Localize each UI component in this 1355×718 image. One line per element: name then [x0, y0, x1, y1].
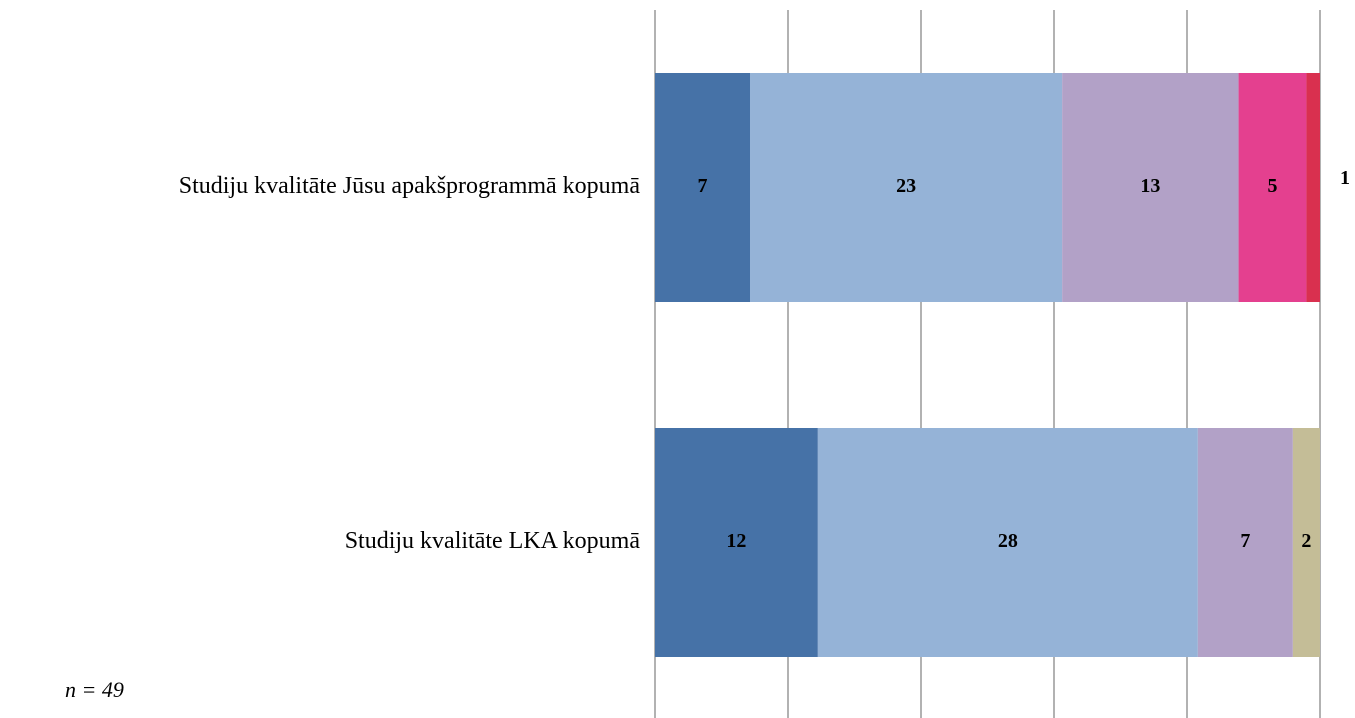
bar-segment	[1062, 73, 1239, 302]
value-label: 12	[726, 530, 746, 552]
value-label: 28	[998, 530, 1018, 552]
bar-segment	[655, 73, 750, 302]
category-label: Studiju kvalitāte LKA kopumā	[345, 528, 641, 554]
bar-segment	[1306, 73, 1320, 302]
bar-segment	[1292, 428, 1320, 657]
value-label: 5	[1268, 175, 1278, 197]
value-label: 7	[698, 175, 708, 197]
bar-segment	[750, 73, 1063, 302]
value-label: 23	[896, 175, 916, 197]
bar-segment	[817, 428, 1198, 657]
value-label: 7	[1240, 530, 1250, 552]
value-label: 2	[1301, 530, 1311, 552]
bar-segment	[1197, 428, 1293, 657]
value-label: 1	[1340, 167, 1350, 189]
sample-size-note: n = 49	[65, 677, 124, 702]
bar-segment	[1238, 73, 1307, 302]
category-label: Studiju kvalitāte Jūsu apakšprogrammā ko…	[179, 173, 641, 199]
bar-segment	[655, 428, 818, 657]
value-label: 13	[1140, 175, 1160, 197]
